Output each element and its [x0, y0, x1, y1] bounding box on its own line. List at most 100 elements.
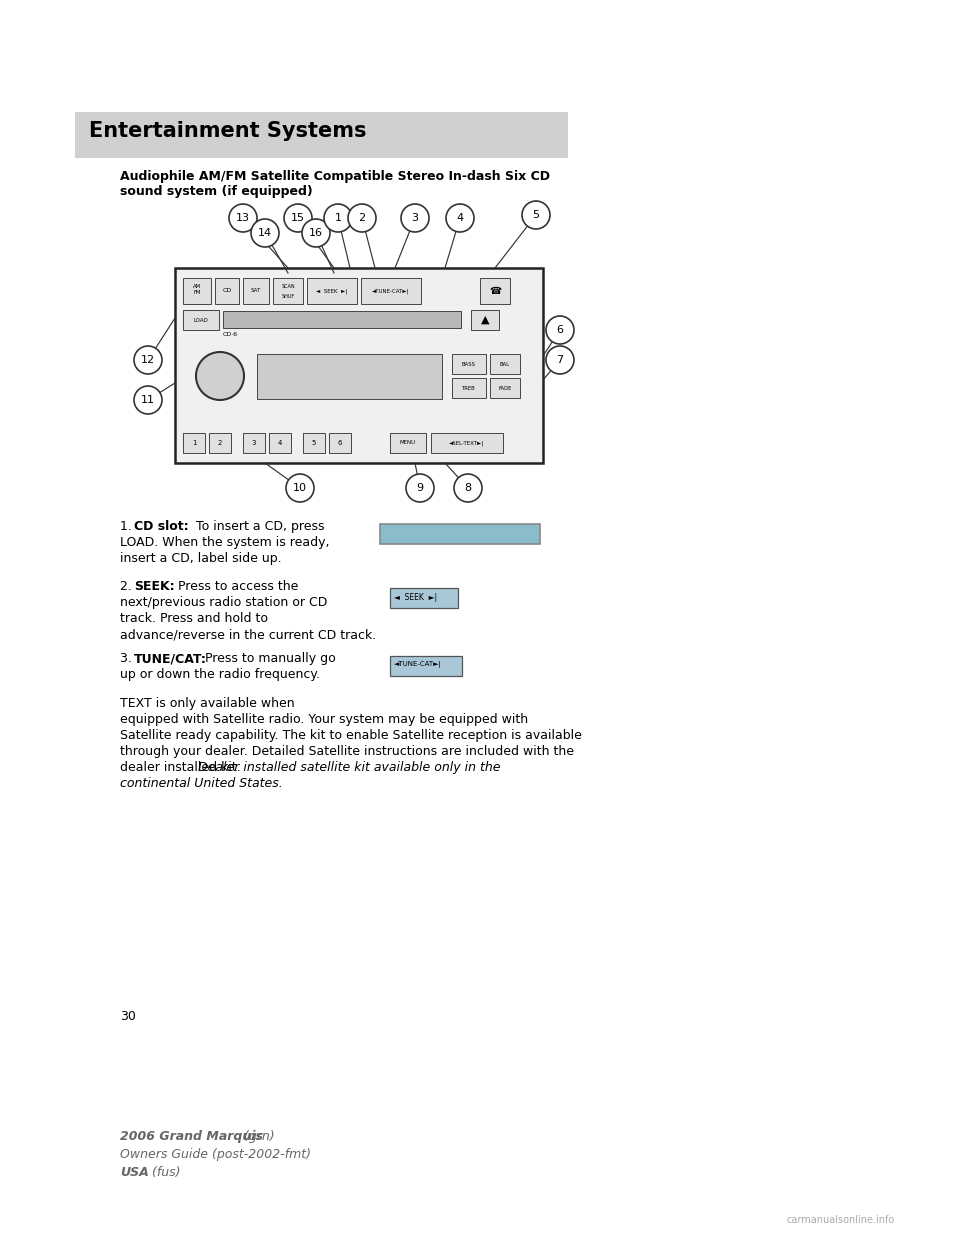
Text: 1: 1 — [334, 212, 342, 224]
FancyBboxPatch shape — [452, 354, 486, 374]
FancyBboxPatch shape — [183, 278, 211, 304]
Text: through your dealer. Detailed Satellite instructions are included with the: through your dealer. Detailed Satellite … — [120, 745, 574, 758]
Text: SCAN: SCAN — [281, 283, 295, 288]
Circle shape — [401, 204, 429, 232]
Text: ◄TUNE-CAT►|: ◄TUNE-CAT►| — [372, 288, 410, 294]
FancyBboxPatch shape — [257, 354, 442, 399]
Circle shape — [251, 219, 279, 247]
FancyBboxPatch shape — [490, 354, 520, 374]
FancyBboxPatch shape — [273, 278, 303, 304]
Text: 10: 10 — [293, 483, 307, 493]
Text: Press to access the: Press to access the — [174, 580, 299, 592]
Text: LOAD: LOAD — [194, 318, 208, 323]
Circle shape — [324, 204, 352, 232]
Text: 2006 Grand Marquis: 2006 Grand Marquis — [120, 1130, 263, 1143]
Text: 3.: 3. — [120, 652, 136, 664]
Text: 14: 14 — [258, 229, 272, 238]
FancyBboxPatch shape — [490, 378, 520, 397]
FancyBboxPatch shape — [480, 278, 510, 304]
Circle shape — [522, 201, 550, 229]
Text: sound system (if equipped): sound system (if equipped) — [120, 185, 313, 197]
FancyBboxPatch shape — [269, 433, 291, 453]
Text: insert a CD, label side up.: insert a CD, label side up. — [120, 551, 281, 565]
Text: ◄  SEEK  ►|: ◄ SEEK ►| — [394, 592, 437, 602]
Text: CD slot:: CD slot: — [134, 520, 188, 533]
FancyBboxPatch shape — [183, 433, 205, 453]
Text: 11: 11 — [141, 395, 155, 405]
FancyBboxPatch shape — [183, 310, 219, 330]
Text: next/previous radio station or CD: next/previous radio station or CD — [120, 596, 327, 609]
Text: 3: 3 — [412, 212, 419, 224]
Circle shape — [302, 219, 330, 247]
Circle shape — [348, 204, 376, 232]
Text: carmanualsonline.info: carmanualsonline.info — [787, 1215, 895, 1225]
Text: ◄  SEEK  ►|: ◄ SEEK ►| — [317, 288, 348, 294]
Circle shape — [446, 204, 474, 232]
Text: Audiophile AM/FM Satellite Compatible Stereo In-dash Six CD: Audiophile AM/FM Satellite Compatible St… — [120, 170, 550, 183]
Circle shape — [286, 474, 314, 502]
Text: BASS: BASS — [462, 361, 476, 366]
Text: (grn): (grn) — [240, 1130, 275, 1143]
Text: 1: 1 — [192, 440, 196, 446]
Text: ☎: ☎ — [489, 286, 501, 296]
Text: ◄TUNE-CAT►|: ◄TUNE-CAT►| — [394, 661, 442, 668]
Text: Entertainment Systems: Entertainment Systems — [89, 120, 367, 142]
Text: SEEK:: SEEK: — [134, 580, 175, 592]
Text: To insert a CD, press: To insert a CD, press — [192, 520, 324, 533]
Text: 16: 16 — [309, 229, 323, 238]
FancyBboxPatch shape — [243, 433, 265, 453]
FancyBboxPatch shape — [215, 278, 239, 304]
FancyBboxPatch shape — [307, 278, 357, 304]
Circle shape — [406, 474, 434, 502]
FancyBboxPatch shape — [431, 433, 503, 453]
Text: TUNE/CAT:: TUNE/CAT: — [134, 652, 206, 664]
Text: ◄SEL-TEXT►|: ◄SEL-TEXT►| — [449, 440, 485, 446]
FancyBboxPatch shape — [75, 112, 568, 158]
Text: ▲: ▲ — [481, 315, 490, 325]
Text: TEXT is only available when: TEXT is only available when — [120, 697, 295, 710]
Circle shape — [134, 347, 162, 374]
Text: 8: 8 — [465, 483, 471, 493]
Text: up or down the radio frequency.: up or down the radio frequency. — [120, 668, 320, 681]
FancyBboxPatch shape — [390, 433, 426, 453]
Text: 5: 5 — [533, 210, 540, 220]
FancyBboxPatch shape — [390, 656, 462, 676]
Circle shape — [454, 474, 482, 502]
Text: advance/reverse in the current CD track.: advance/reverse in the current CD track. — [120, 628, 376, 641]
FancyBboxPatch shape — [243, 278, 269, 304]
Text: Satellite ready capability. The kit to enable Satellite reception is available: Satellite ready capability. The kit to e… — [120, 729, 582, 741]
Text: 7: 7 — [557, 355, 564, 365]
Text: 4: 4 — [456, 212, 464, 224]
FancyBboxPatch shape — [361, 278, 421, 304]
Text: 3: 3 — [252, 440, 256, 446]
Text: 6: 6 — [557, 325, 564, 335]
FancyBboxPatch shape — [303, 433, 325, 453]
Text: FADE: FADE — [498, 385, 512, 390]
Text: 2: 2 — [218, 440, 222, 446]
Text: SHUF: SHUF — [281, 294, 295, 299]
Text: 9: 9 — [417, 483, 423, 493]
FancyBboxPatch shape — [452, 378, 486, 397]
Circle shape — [546, 315, 574, 344]
FancyBboxPatch shape — [390, 587, 458, 609]
Text: CD·6: CD·6 — [223, 332, 238, 337]
Text: 2: 2 — [358, 212, 366, 224]
Text: MENU: MENU — [400, 441, 416, 446]
Text: Dealer installed satellite kit available only in the: Dealer installed satellite kit available… — [198, 761, 500, 774]
Circle shape — [546, 347, 574, 374]
FancyBboxPatch shape — [471, 310, 499, 330]
Text: Press to manually go: Press to manually go — [201, 652, 336, 664]
FancyBboxPatch shape — [175, 268, 543, 463]
Text: TREB: TREB — [462, 385, 476, 390]
Text: BAL: BAL — [500, 361, 510, 366]
Text: Owners Guide (post-2002-fmt): Owners Guide (post-2002-fmt) — [120, 1148, 311, 1161]
Text: 30: 30 — [120, 1010, 136, 1023]
Text: LOAD. When the system is ready,: LOAD. When the system is ready, — [120, 537, 329, 549]
Text: 5: 5 — [312, 440, 316, 446]
Text: 2.: 2. — [120, 580, 136, 592]
Circle shape — [134, 386, 162, 414]
Text: track. Press and hold to: track. Press and hold to — [120, 612, 268, 625]
Text: equipped with Satellite radio. Your system may be equipped with: equipped with Satellite radio. Your syst… — [120, 713, 528, 727]
Text: continental United States.: continental United States. — [120, 777, 283, 790]
Text: USA: USA — [120, 1166, 149, 1179]
